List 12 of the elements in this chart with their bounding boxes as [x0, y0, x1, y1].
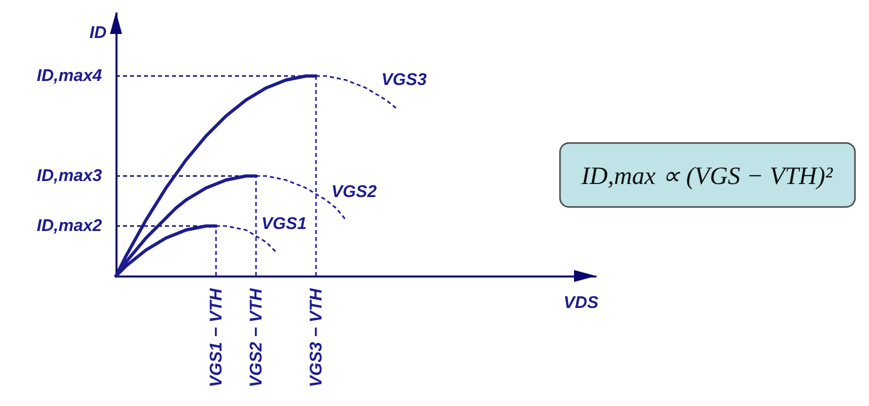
- x-tick-label: VGS2 − VTH: [246, 288, 266, 388]
- annotation: ID,max ∝ (VGS − VTH)²: [580, 163, 834, 190]
- y-axis-title: ID: [90, 23, 106, 42]
- series-label: VGS3: [381, 70, 428, 89]
- series-label: VGS2: [331, 182, 378, 201]
- x-tick-label: VGS3 − VTH: [306, 288, 326, 388]
- ref-line-label: ID,max4: [36, 66, 103, 85]
- ref-line-label: ID,max2: [36, 216, 103, 235]
- series-label: VGS1: [261, 214, 307, 233]
- x-tick-label: VGS1 − VTH: [206, 288, 226, 388]
- x-axis-title: VDS: [564, 293, 600, 312]
- ref-line-label: ID,max3: [36, 166, 103, 185]
